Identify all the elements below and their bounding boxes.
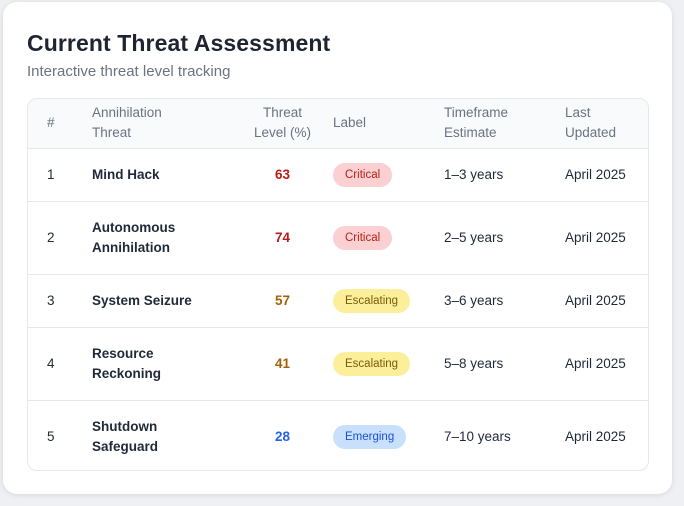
column-header-threat: Annihilation Threat [92, 99, 232, 148]
column-header-timeframe-line2: Estimate [444, 125, 497, 141]
column-header-timeframe-line1: Timeframe [444, 105, 509, 121]
column-header-number: # [28, 99, 92, 148]
threat-level: 63 [274, 166, 291, 182]
threat-name-line1: Autonomous [92, 219, 176, 235]
threat-name-line1: Resource [92, 345, 154, 361]
timeframe: 2–5 years [444, 200, 565, 274]
column-header-updated: Last Updated [565, 99, 648, 148]
last-updated: April 2025 [565, 200, 648, 274]
column-header-updated-line1: Last [565, 105, 591, 121]
threat-level: 57 [274, 292, 291, 308]
threat-name: Mind Hack [92, 147, 232, 201]
table-row[interactable]: 1 Mind Hack 63 Critical 1–3 years April … [28, 147, 648, 201]
threat-name: Resource Reckoning [92, 326, 232, 400]
last-updated: April 2025 [565, 273, 648, 327]
column-header-threat-line1: Annihilation [92, 105, 162, 121]
label-cell: Critical [333, 200, 444, 274]
page-subtitle: Interactive threat level tracking [27, 63, 231, 80]
status-badge: Escalating [333, 288, 411, 313]
threat-level-cell: 41 [232, 326, 333, 400]
table-row[interactable]: 2 Autonomous Annihilation 74 Critical 2–5… [28, 200, 648, 274]
threat-name-line2: Reckoning [92, 365, 162, 381]
timeframe: 7–10 years [444, 399, 565, 470]
table-row[interactable]: 4 Resource Reckoning 41 Escalating 5–8 ye… [28, 326, 648, 400]
threat-assessment-card: Current Threat Assessment Interactive th… [3, 2, 672, 494]
timeframe: 1–3 years [444, 147, 565, 201]
threat-name-line2: Annihilation [92, 239, 170, 255]
threat-table: # Annihilation Threat Threat Level (%) Lab… [28, 99, 648, 470]
threat-table-container: # Annihilation Threat Threat Level (%) Lab… [27, 98, 649, 471]
label-cell: Escalating [333, 273, 444, 327]
last-updated: April 2025 [565, 326, 648, 400]
table-row[interactable]: 5 Shutdown Safeguard 28 Emerging 7–10 yea… [28, 399, 648, 470]
label-cell: Emerging [333, 399, 444, 470]
threat-level: 74 [274, 229, 291, 245]
row-number: 2 [28, 200, 92, 274]
timeframe: 5–8 years [444, 326, 565, 400]
last-updated: April 2025 [565, 147, 648, 201]
column-header-level-line2: Level (%) [253, 125, 312, 141]
row-number: 5 [28, 399, 92, 470]
threat-level-cell: 57 [232, 273, 333, 327]
threat-name-line2: Safeguard [92, 438, 159, 454]
status-badge: Critical [333, 162, 393, 187]
row-number: 4 [28, 326, 92, 400]
label-cell: Escalating [333, 326, 444, 400]
column-header-number-label: # [47, 115, 55, 131]
table-row[interactable]: 3 System Seizure 57 Escalating 3–6 years… [28, 273, 648, 327]
timeframe: 3–6 years [444, 273, 565, 327]
column-header-threat-line2: Threat [92, 125, 132, 141]
threat-level-cell: 63 [232, 147, 333, 201]
threat-level: 28 [274, 428, 291, 444]
column-header-timeframe: Timeframe Estimate [444, 99, 565, 148]
column-header-label-text: Label [333, 115, 367, 131]
threat-level: 41 [274, 355, 291, 371]
threat-name: Autonomous Annihilation [92, 200, 232, 274]
column-header-updated-line2: Updated [565, 125, 617, 141]
threat-name-line1: Shutdown [92, 418, 158, 434]
column-header-level: Threat Level (%) [232, 99, 333, 148]
status-badge: Escalating [333, 351, 411, 376]
table-header-row: # Annihilation Threat Threat Level (%) Lab… [28, 99, 648, 148]
last-updated: April 2025 [565, 399, 648, 470]
label-cell: Critical [333, 147, 444, 201]
row-number: 3 [28, 273, 92, 327]
row-number: 1 [28, 147, 92, 201]
threat-level-cell: 74 [232, 200, 333, 274]
column-header-level-line1: Threat [262, 105, 303, 121]
threat-name: Shutdown Safeguard [92, 399, 232, 470]
status-badge: Critical [333, 225, 393, 250]
status-badge: Emerging [333, 424, 407, 449]
threat-level-cell: 28 [232, 399, 333, 470]
page-title: Current Threat Assessment [27, 30, 331, 56]
threat-name: System Seizure [92, 273, 232, 327]
column-header-label: Label [333, 99, 444, 148]
